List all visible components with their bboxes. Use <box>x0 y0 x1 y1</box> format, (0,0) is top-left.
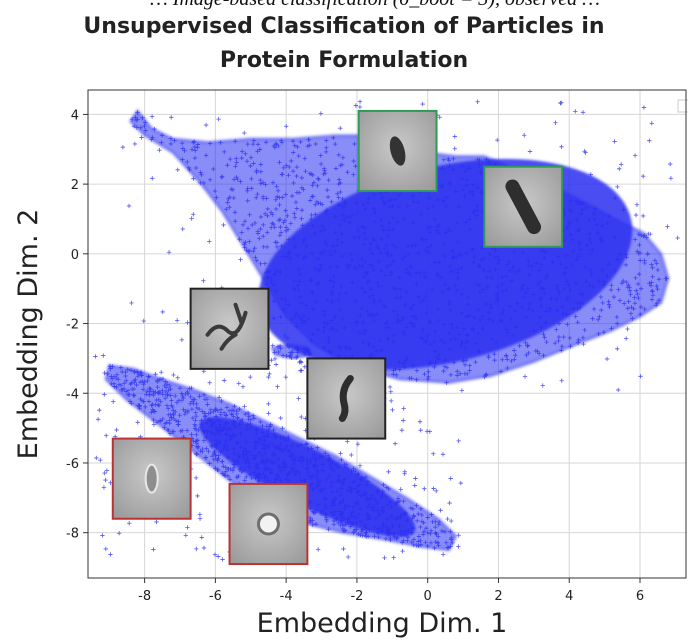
particle-shape <box>256 512 280 536</box>
particle-shape <box>505 179 542 235</box>
y-tick-label: 0 <box>71 248 79 263</box>
y-tick-label: 4 <box>71 108 79 123</box>
x-tick-label: -8 <box>138 589 151 604</box>
caption-fragment-text: … Image-based classification (σ_boot = 3… <box>150 0 600 11</box>
particle-shape <box>205 302 248 351</box>
particle-shape <box>144 463 159 494</box>
legend-box <box>677 99 688 113</box>
y-tick-label: -4 <box>66 387 79 402</box>
x-tick-label: -4 <box>280 589 293 604</box>
inset-thumbnail-3 <box>189 287 270 370</box>
chart-title-line-2: Protein Formulation <box>219 48 469 73</box>
particle-shape <box>338 374 354 422</box>
y-axis-label: Embedding Dim. 2 <box>13 209 44 460</box>
cluster-3 <box>264 332 320 367</box>
x-tick-label: 0 <box>424 589 432 604</box>
caption-fragment: … Image-based classification (σ_boot = 3… <box>0 0 688 14</box>
x-tick-label: -6 <box>209 589 222 604</box>
chart-title-line-1: Unsupervised Classification of Particles… <box>83 14 605 39</box>
x-tick-label: -2 <box>350 589 363 604</box>
inset-thumbnail-4 <box>306 357 387 440</box>
y-tick-label: -8 <box>66 527 79 542</box>
x-tick-label: 2 <box>494 589 502 604</box>
inset-thumbnail-1 <box>357 109 438 193</box>
scatter-layer <box>93 99 680 566</box>
plot-frame <box>87 89 687 579</box>
x-tick-label: 4 <box>565 589 573 604</box>
inset-thumbnail-5 <box>111 437 192 520</box>
inset-thumbnail-2 <box>483 165 564 248</box>
x-tick-label: 6 <box>636 589 644 604</box>
inset-thumbnail-6 <box>228 482 309 566</box>
particle-shape <box>389 136 406 166</box>
cluster-points <box>120 99 680 393</box>
y-tick-label: -6 <box>66 457 79 472</box>
x-axis-label: Embedding Dim. 1 <box>257 608 508 639</box>
thumbnail-frame <box>189 287 270 370</box>
y-tick-label: -2 <box>66 318 79 333</box>
y-tick-label: 2 <box>71 178 79 193</box>
